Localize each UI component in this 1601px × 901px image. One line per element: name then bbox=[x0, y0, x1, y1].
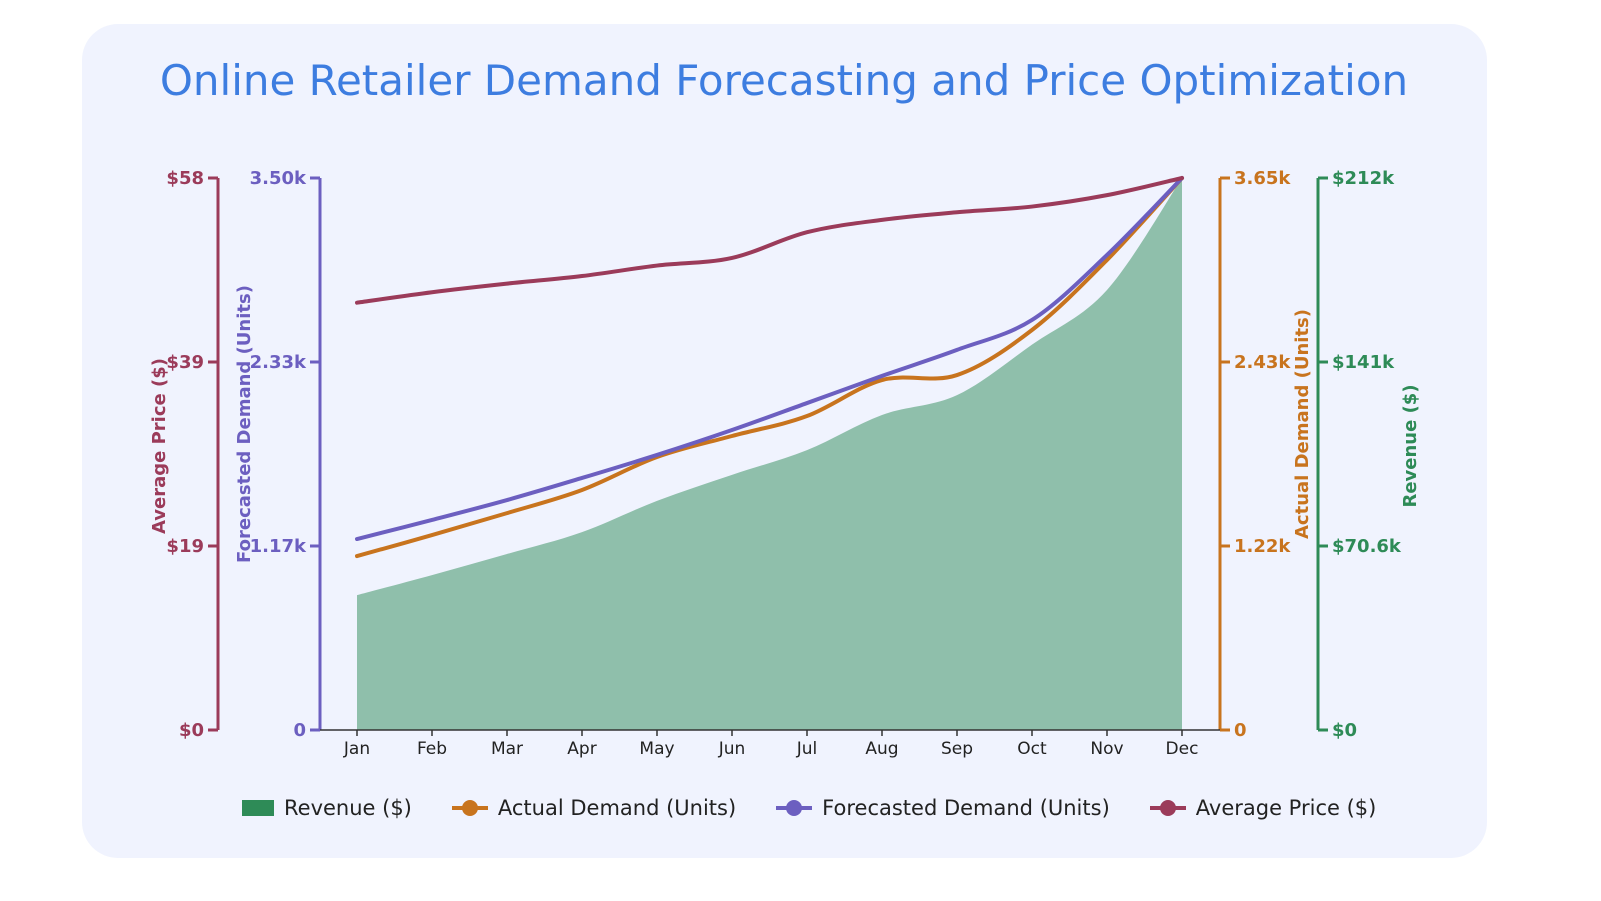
tick-label-average-price: $39 bbox=[166, 352, 204, 373]
tick-label-actual-demand-units: 2.43k bbox=[1234, 352, 1291, 373]
tick-label-actual-demand-units: 1.22k bbox=[1234, 536, 1291, 557]
legend-item[interactable]: Revenue ($) bbox=[242, 796, 412, 820]
tick-label-revenue: $0 bbox=[1332, 720, 1357, 741]
tick-label-forecasted-demand-units: 2.33k bbox=[250, 352, 307, 373]
tick-label-revenue: $212k bbox=[1332, 168, 1395, 189]
legend-label: Actual Demand (Units) bbox=[497, 796, 737, 820]
tick-label-actual-demand-units: 0 bbox=[1234, 720, 1247, 741]
legend-item[interactable]: Actual Demand (Units) bbox=[451, 796, 737, 820]
tick-label-average-price: $58 bbox=[166, 168, 204, 189]
x-tick-label: Mar bbox=[491, 739, 523, 759]
axis-title-forecasted-demand-units: Forecasted Demand (Units) bbox=[234, 285, 255, 563]
x-tick-label: Nov bbox=[1090, 739, 1123, 759]
tick-label-actual-demand-units: 3.65k bbox=[1234, 168, 1291, 189]
x-tick-label: Oct bbox=[1017, 739, 1047, 759]
legend-marker bbox=[1149, 800, 1186, 816]
x-tick-label: Jun bbox=[718, 739, 746, 759]
tick-label-revenue: $70.6k bbox=[1332, 536, 1402, 557]
axis-title-revenue: Revenue ($) bbox=[1400, 384, 1421, 507]
legend-marker bbox=[451, 800, 488, 816]
x-tick-label: May bbox=[639, 739, 674, 759]
x-tick-label: Jan bbox=[343, 739, 370, 759]
legend-label: Forecasted Demand (Units) bbox=[822, 796, 1110, 820]
legend-marker bbox=[776, 800, 813, 816]
line-forecasted-demand-units bbox=[355, 176, 1184, 542]
tick-label-forecasted-demand-units: 3.50k bbox=[250, 168, 307, 189]
legend-label: Average Price ($) bbox=[1195, 796, 1377, 820]
tick-label-revenue: $141k bbox=[1332, 352, 1395, 373]
tick-label-average-price: $19 bbox=[166, 536, 204, 557]
x-tick-label: Aug bbox=[865, 739, 898, 759]
line-average-price bbox=[355, 176, 1184, 305]
legend-label: Revenue ($) bbox=[284, 796, 412, 820]
x-tick-label: Sep bbox=[941, 739, 973, 759]
tick-label-forecasted-demand-units: 0 bbox=[293, 720, 306, 741]
legend-item[interactable]: Forecasted Demand (Units) bbox=[776, 796, 1110, 820]
x-tick-label: Feb bbox=[417, 739, 447, 759]
axis-title-actual-demand-units: Actual Demand (Units) bbox=[1292, 309, 1313, 539]
legend: Revenue ($) Actual Demand (Units) Forecast… bbox=[242, 796, 1376, 820]
legend-item[interactable]: Average Price ($) bbox=[1149, 796, 1377, 820]
tick-label-average-price: $0 bbox=[179, 720, 204, 741]
line-actual-demand-units bbox=[355, 176, 1184, 559]
tick-label-forecasted-demand-units: 1.17k bbox=[250, 536, 307, 557]
x-tick-label: Dec bbox=[1166, 739, 1199, 759]
legend-swatch bbox=[242, 800, 274, 816]
area-revenue bbox=[357, 178, 1182, 730]
axis-title-average-price: Average Price ($) bbox=[149, 358, 170, 534]
x-tick-label: Jul bbox=[796, 739, 818, 759]
chart-title: Online Retailer Demand Forecasting and P… bbox=[159, 56, 1409, 105]
x-tick-label: Apr bbox=[567, 739, 596, 759]
